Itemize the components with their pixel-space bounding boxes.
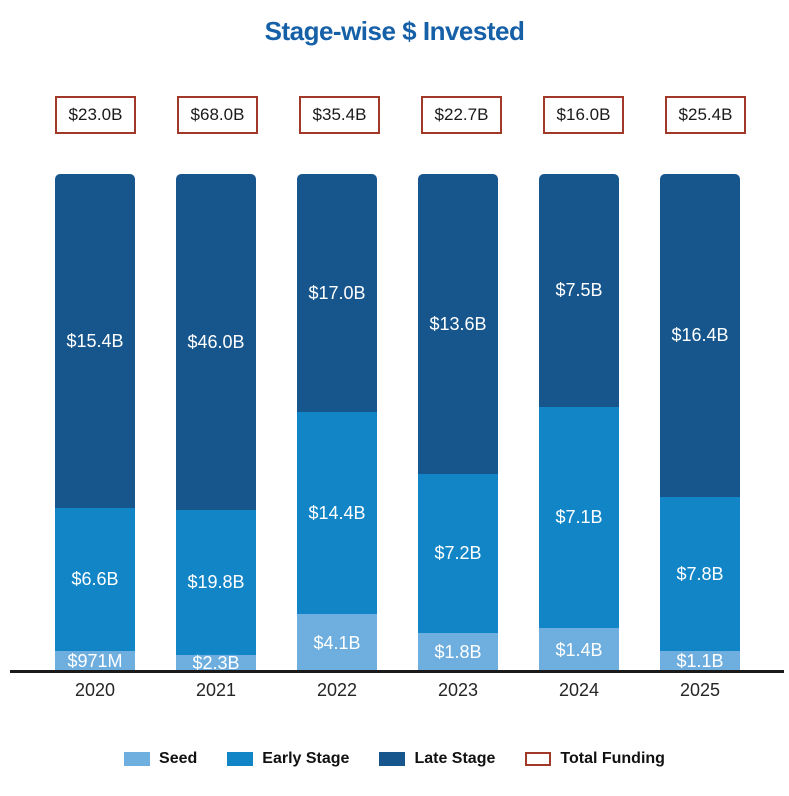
segment-early-stage: $6.6B — [55, 508, 135, 651]
segment-value-label: $7.8B — [676, 563, 724, 584]
x-axis-tick-label: 2025 — [679, 680, 721, 700]
segment-value-label: $1.1B — [676, 651, 724, 671]
segment-late-stage: $17.0B — [297, 174, 377, 412]
segment-late-stage: $46.0B — [176, 174, 256, 510]
total-funding-box: $23.0B — [55, 96, 136, 134]
bar-2020: $15.4B $6.6B $971M — [55, 174, 135, 672]
segment-seed: $971M — [55, 651, 135, 672]
segment-seed: $1.4B — [539, 628, 619, 672]
bar-2023: $13.6B $7.2B $1.8B — [418, 174, 498, 672]
segment-seed: $4.1B — [297, 614, 377, 672]
segment-late-stage: $15.4B — [55, 174, 135, 508]
segment-value-label: $7.2B — [434, 543, 482, 563]
segment-late-stage: $16.4B — [660, 174, 740, 497]
total-funding-swatch-icon — [525, 752, 552, 766]
early-stage-swatch-icon — [227, 752, 254, 766]
x-axis-line — [10, 670, 784, 673]
segment-value-label: $14.4B — [308, 502, 366, 523]
segment-value-label: $46.0B — [187, 331, 245, 352]
bar-2022: $17.0B $14.4B $4.1B — [297, 174, 377, 672]
seed-swatch-icon — [124, 752, 151, 766]
segment-value-label: $7.1B — [555, 507, 603, 527]
segment-value-label: $1.4B — [555, 639, 603, 660]
segment-early-stage: $19.8B — [176, 510, 256, 655]
segment-early-stage: $7.8B — [660, 497, 740, 651]
segment-value-label: $13.6B — [429, 313, 487, 334]
segment-early-stage: $14.4B — [297, 412, 377, 614]
legend-item-seed: Seed — [124, 750, 197, 768]
x-axis-tick-label: 2023 — [437, 680, 479, 700]
late-stage-swatch-icon — [379, 752, 406, 766]
total-funding-row: $23.0B $68.0B $35.4B $22.7B $16.0B $25.4B — [55, 96, 746, 134]
total-funding-value: $35.4B — [312, 105, 367, 124]
legend-label: Seed — [159, 750, 198, 767]
total-funding-value: $68.0B — [190, 105, 245, 124]
segment-value-label: $15.4B — [66, 330, 124, 351]
x-axis-tick-label: 2022 — [316, 680, 358, 700]
segment-value-label: $16.4B — [671, 325, 729, 345]
total-funding-box: $35.4B — [299, 96, 380, 134]
bar-2024: $7.5B $7.1B $1.4B — [539, 174, 619, 672]
x-axis-tick-label: 2024 — [558, 680, 600, 700]
segment-value-label: $7.5B — [555, 280, 603, 300]
segment-value-label: $6.6B — [71, 569, 119, 589]
segment-value-label: $2.3B — [192, 653, 240, 673]
total-funding-box: $22.7B — [421, 96, 502, 134]
legend-item-late-stage: Late Stage — [379, 750, 495, 768]
legend-label: Late Stage — [414, 750, 496, 767]
segment-seed: $2.3B — [176, 653, 256, 673]
chart-title: Stage-wise $ Invested — [264, 16, 525, 46]
total-funding-box: $16.0B — [543, 96, 624, 134]
legend-label: Total Funding — [560, 750, 665, 767]
bar-2021: $46.0B $19.8B $2.3B — [176, 174, 256, 673]
x-axis-tick-label: 2020 — [74, 680, 116, 700]
bar-2025: $16.4B $7.8B $1.1B — [660, 174, 740, 672]
total-funding-value: $23.0B — [68, 105, 123, 124]
total-funding-box: $25.4B — [665, 96, 746, 134]
segment-seed: $1.8B — [418, 633, 498, 672]
legend: Seed Early Stage Late Stage Total Funding — [0, 750, 789, 768]
segment-value-label: $1.8B — [434, 642, 482, 662]
total-funding-value: $25.4B — [678, 105, 733, 124]
segment-late-stage: $13.6B — [418, 174, 498, 474]
legend-label: Early Stage — [262, 750, 350, 767]
total-funding-value: $16.0B — [556, 105, 611, 124]
x-axis-labels: 2020 2021 2022 2023 2024 2025 — [55, 680, 740, 701]
segment-value-label: $971M — [67, 651, 123, 671]
total-funding-value: $22.7B — [434, 105, 489, 124]
stacked-bars: $15.4B $6.6B $971M $46.0B $19.8B $2.3B $17.0B $… — [55, 174, 740, 673]
segment-late-stage: $7.5B — [539, 174, 619, 407]
segment-early-stage: $7.2B — [418, 474, 498, 633]
segment-seed: $1.1B — [660, 651, 740, 672]
total-funding-box: $68.0B — [177, 96, 258, 134]
x-axis-tick-label: 2021 — [195, 680, 237, 700]
segment-value-label: $17.0B — [308, 282, 366, 303]
legend-item-early-stage: Early Stage — [227, 750, 349, 768]
segment-value-label: $19.8B — [187, 572, 245, 592]
segment-early-stage: $7.1B — [539, 407, 619, 628]
legend-item-total-funding: Total Funding — [525, 750, 665, 768]
segment-value-label: $4.1B — [313, 632, 361, 653]
